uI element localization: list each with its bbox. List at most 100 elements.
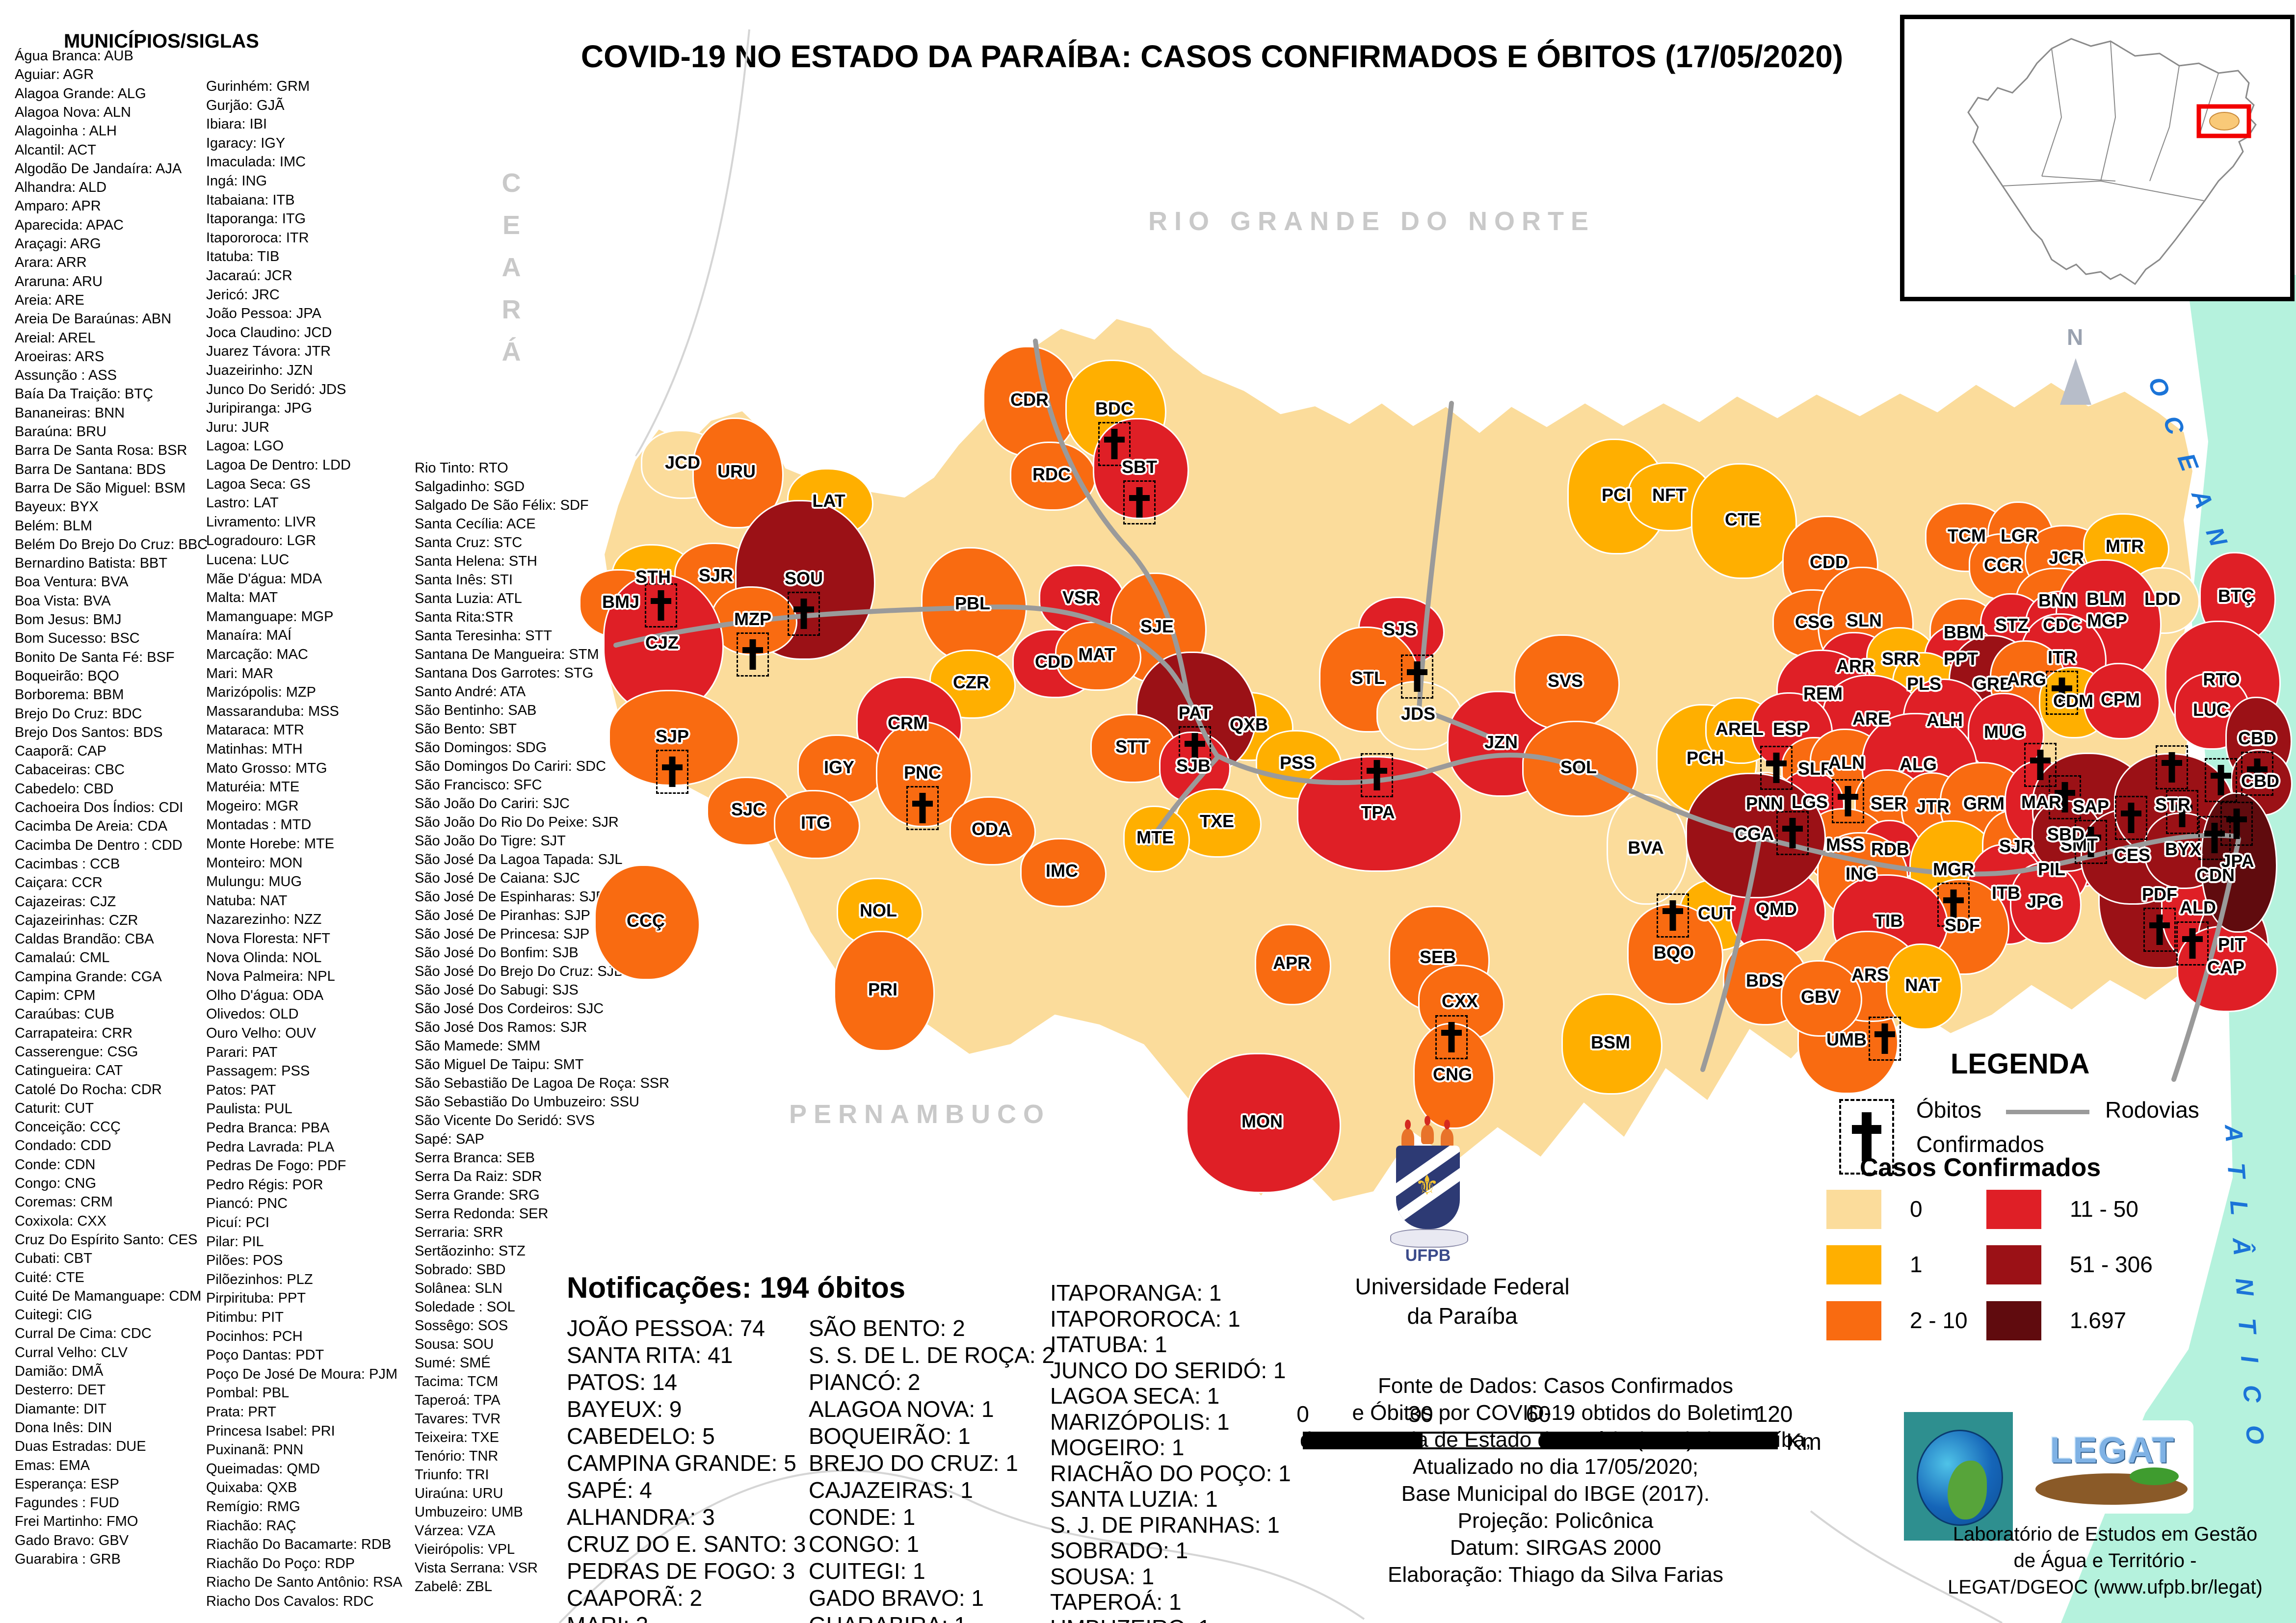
- siglas-col3-item: Teixeira: TXE: [415, 1430, 499, 1445]
- siglas-col2-item: Poço Dantas: PDT: [206, 1347, 324, 1363]
- siglas-col1-item: Alcantil: ACT: [15, 142, 96, 158]
- siglas-col2-item: Piancó: PNC: [206, 1196, 288, 1212]
- map-label-ARS: ARS: [1851, 965, 1889, 985]
- cross-icon: [1407, 661, 1427, 692]
- map-label-STH: STH: [635, 567, 671, 587]
- siglas-col1-item: Caturit: CUT: [15, 1100, 94, 1116]
- cross-icon: [1129, 487, 1150, 518]
- siglas-col2-item: Natuba: NAT: [206, 892, 288, 909]
- siglas-col1-item: Areia: ARE: [15, 292, 84, 308]
- obitos-cross-JPA: [2220, 802, 2253, 846]
- scalebar-tick-0: 0: [1296, 1401, 1309, 1427]
- map-label-CDD: CDD: [1035, 652, 1073, 672]
- siglas-col2-item: Itaporanga: ITG: [206, 211, 306, 227]
- map-label-SER: SER: [1870, 793, 1907, 813]
- map-label-JCD: JCD: [664, 452, 701, 472]
- map-label-ARR: ARR: [1836, 656, 1874, 676]
- notification-item: PEDRAS DE FOGO: 3: [567, 1558, 795, 1584]
- inset-brazil-map: [1900, 15, 2295, 301]
- map-label-CXX: CXX: [1441, 991, 1478, 1011]
- inset-brazil-svg: [1967, 38, 2257, 286]
- siglas-col2-item: Ingá: ING: [206, 173, 267, 189]
- legend-swatch-2 - 10: [1826, 1301, 1881, 1340]
- siglas-col1-item: Catolé Do Rocha: CDR: [15, 1081, 162, 1098]
- siglas-col3-item: Zabelê: ZBL: [415, 1579, 492, 1595]
- siglas-col1-item: Cacimbas : CCB: [15, 856, 120, 872]
- siglas-col2-item: Igaracy: IGY: [206, 135, 286, 151]
- map-label-JCR: JCR: [2048, 548, 2085, 568]
- siglas-col1-item: Congo: CNG: [15, 1176, 97, 1191]
- map-label-CPM: CPM: [2101, 689, 2140, 709]
- siglas-col2-item: Lagoa De Dentro: LDD: [206, 457, 351, 473]
- dgeoc-logo: [1904, 1412, 2013, 1541]
- siglas-col1-item: Boa Vista: BVA: [15, 593, 111, 609]
- siglas-col3-item: Serra Grande: SRG: [415, 1187, 540, 1203]
- notification-item: ALAGOA NOVA: 1: [809, 1396, 994, 1422]
- ufpb-name-line2: da Paraíba: [1407, 1303, 1518, 1329]
- map-label-CBD: CBD: [2238, 728, 2276, 748]
- siglas-col2-item: Marizópolis: MZP: [206, 684, 316, 701]
- cross-icon: [1838, 786, 1858, 816]
- map-label-STZ: STZ: [1995, 615, 2029, 635]
- globe-icon: [1917, 1430, 2003, 1526]
- legend-title: LEGENDA: [1951, 1048, 2090, 1080]
- grass-icon: [2130, 1467, 2179, 1485]
- siglas-col3-item: Sossêgo: SOS: [415, 1318, 508, 1334]
- municipality-region-APR: [1255, 924, 1331, 1005]
- siglas-col2-item: Pedra Branca: PBA: [206, 1120, 330, 1136]
- siglas-col1-item: Água Branca: AUB: [15, 48, 133, 64]
- map-label-PDF: PDF: [2142, 884, 2177, 904]
- notification-item: SANTA LUZIA: 1: [1050, 1486, 1218, 1512]
- siglas-col2-item: Itapororoca: ITR: [206, 230, 309, 246]
- legend-swatch-1: [1826, 1245, 1881, 1284]
- notification-item: SÃO BENTO: 2: [809, 1315, 965, 1341]
- obitos-cross-CNG: [1435, 1015, 1468, 1059]
- cross-icon: [1367, 760, 1387, 790]
- siglas-col2-item: Joca Claudino: JCD: [206, 324, 332, 340]
- siglas-col3-item: São José Dos Ramos: SJR: [415, 1020, 587, 1035]
- notification-item: MARI: 2: [567, 1612, 648, 1623]
- obitos-cross-SOU: [788, 592, 820, 636]
- siglas-col2-item: Mamanguape: MGP: [206, 608, 334, 625]
- siglas-col3-item: São João Do Cariri: SJC: [415, 796, 570, 812]
- outer-boundary-pe2: [1810, 1510, 2003, 1623]
- map-label-PIT: PIT: [2217, 934, 2246, 954]
- siglas-col2-item: Malta: MAT: [206, 590, 278, 606]
- siglas-col2-item: Matinhas: MTH: [206, 741, 303, 757]
- source-line: Projeção: Policônica: [1457, 1509, 1654, 1533]
- siglas-col3-item: Vista Serrana: VSR: [415, 1560, 538, 1576]
- cross-icon: [2149, 915, 2170, 945]
- map-label-SJE: SJE: [1140, 616, 1174, 636]
- siglas-col1-item: Bernardino Batista: BBT: [15, 555, 168, 572]
- notification-item: SANTA RITA: 41: [567, 1342, 733, 1368]
- siglas-col3-item: Uiraúna: URU: [415, 1486, 503, 1501]
- siglas-col1-item: Boqueirão: BQO: [15, 668, 119, 684]
- legend-label-1: 1: [1910, 1252, 1923, 1277]
- map-label-MUG: MUG: [1984, 722, 2025, 742]
- notification-item: ITATUBA: 1: [1050, 1332, 1167, 1357]
- siglas-col1-item: Cuité De Mamanguape: CDM: [15, 1288, 202, 1304]
- map-label-MTR: MTR: [2106, 536, 2144, 556]
- siglas-col2-item: Itabaiana: ITB: [206, 192, 295, 208]
- map-label-SEB: SEB: [1419, 947, 1456, 967]
- siglas-col1-item: Aguiar: AGR: [15, 67, 94, 83]
- siglas-col3-item: São José Do Sabugi: SJS: [415, 982, 579, 998]
- siglas-col2-item: Lagoa Seca: GS: [206, 476, 311, 492]
- siglas-col1-item: Areial: AREL: [15, 330, 96, 346]
- siglas-col1-item: Alagoa Grande: ALG: [15, 85, 146, 102]
- notification-item: JUNCO DO SERIDÓ: 1: [1050, 1357, 1286, 1383]
- map-label-SDF: SDF: [1945, 915, 1980, 935]
- siglas-col2-item: Ouro Velho: OUV: [206, 1025, 317, 1041]
- siglas-col2-item: Riachão Do Poço: RDP: [206, 1555, 355, 1571]
- obitos-cross-SLR: [1760, 746, 1793, 790]
- map-label-SBD: SBD: [2047, 824, 2085, 844]
- siglas-col3-item: Tavares: TVR: [415, 1411, 501, 1427]
- siglas-col1-item: Assunção : ASS: [15, 367, 117, 384]
- siglas-col1-item: Carrapateira: CRR: [15, 1025, 133, 1041]
- map-label-GRM: GRM: [1963, 793, 2005, 813]
- legend-casos-title: Casos Confirmados: [1860, 1153, 2101, 1182]
- map-label-STT: STT: [1115, 736, 1149, 757]
- map-label-CDD: CDD: [1810, 552, 1848, 572]
- obitos-cross-BQO: [1657, 893, 1689, 938]
